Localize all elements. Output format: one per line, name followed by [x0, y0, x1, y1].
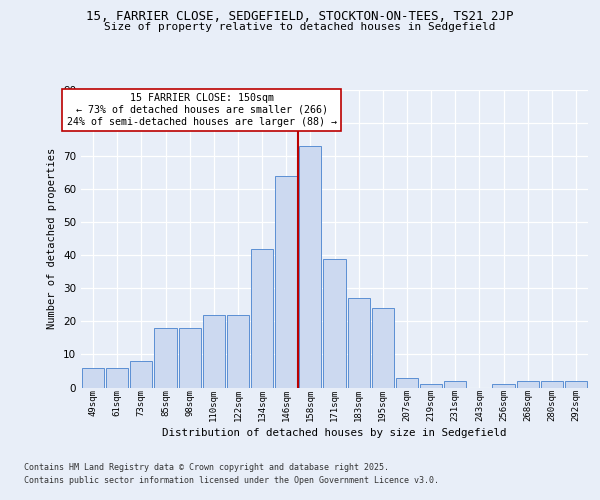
- Bar: [565, 381, 587, 388]
- X-axis label: Distribution of detached houses by size in Sedgefield: Distribution of detached houses by size …: [162, 428, 507, 438]
- Bar: [227, 315, 249, 388]
- Bar: [444, 381, 466, 388]
- Text: 15, FARRIER CLOSE, SEDGEFIELD, STOCKTON-ON-TEES, TS21 2JP: 15, FARRIER CLOSE, SEDGEFIELD, STOCKTON-…: [86, 10, 514, 23]
- Text: Contains HM Land Registry data © Crown copyright and database right 2025.: Contains HM Land Registry data © Crown c…: [24, 464, 389, 472]
- Bar: [154, 328, 176, 388]
- Bar: [371, 308, 394, 388]
- Bar: [420, 384, 442, 388]
- Bar: [275, 176, 298, 388]
- Bar: [347, 298, 370, 388]
- Bar: [517, 381, 539, 388]
- Bar: [82, 368, 104, 388]
- Text: 15 FARRIER CLOSE: 150sqm
← 73% of detached houses are smaller (266)
24% of semi-: 15 FARRIER CLOSE: 150sqm ← 73% of detach…: [67, 94, 337, 126]
- Bar: [541, 381, 563, 388]
- Bar: [493, 384, 515, 388]
- Text: Contains public sector information licensed under the Open Government Licence v3: Contains public sector information licen…: [24, 476, 439, 485]
- Bar: [299, 146, 322, 388]
- Bar: [203, 315, 225, 388]
- Y-axis label: Number of detached properties: Number of detached properties: [47, 148, 58, 330]
- Bar: [251, 248, 273, 388]
- Bar: [106, 368, 128, 388]
- Bar: [396, 378, 418, 388]
- Text: Size of property relative to detached houses in Sedgefield: Size of property relative to detached ho…: [104, 22, 496, 32]
- Bar: [130, 361, 152, 388]
- Bar: [323, 258, 346, 388]
- Bar: [179, 328, 201, 388]
